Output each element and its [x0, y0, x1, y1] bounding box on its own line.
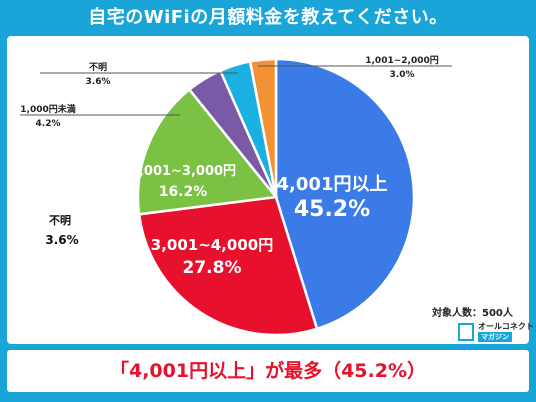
logo-top-text: オールコネクト	[478, 322, 534, 331]
callout-value-label: 3.6%	[86, 77, 111, 87]
callout-value-label: 3.0%	[390, 70, 415, 80]
callout-label: 不明	[89, 62, 107, 73]
callout-label: 1,000円未満	[20, 103, 75, 115]
callout-label: 1,001~2,000円	[365, 55, 438, 66]
extra-value-label: 3.6%	[45, 233, 78, 247]
slice-value-label: 45.2%	[294, 197, 370, 222]
extra-label: 不明	[49, 214, 71, 227]
summary-text: 「4,001円以上」が最多（45.2%）	[109, 360, 426, 382]
respondents-note: 対象人数：500人	[432, 308, 513, 319]
pie-slice	[136, 87, 279, 216]
slice-label: 4,001円以上	[277, 174, 388, 195]
slice-value-label: 27.8%	[183, 258, 242, 278]
pie-slice	[137, 195, 319, 337]
pie-slice	[274, 57, 416, 331]
slice-label: 2,001~3,000円	[130, 164, 236, 179]
slice-label: 3,001~4,000円	[151, 236, 273, 254]
house-icon	[458, 323, 474, 341]
summary-banner: 「4,001円以上」が最多（45.2%）	[7, 350, 529, 392]
chart-title: 自宅のWiFiの月額料金を教えてください。	[88, 7, 448, 28]
slice-value-label: 16.2%	[159, 184, 208, 200]
logo: オールコネクト マガジン	[458, 321, 534, 343]
logo-bottom-text: マガジン	[478, 332, 512, 342]
callout-value-label: 4.2%	[36, 119, 61, 129]
pie-slice	[248, 57, 278, 198]
